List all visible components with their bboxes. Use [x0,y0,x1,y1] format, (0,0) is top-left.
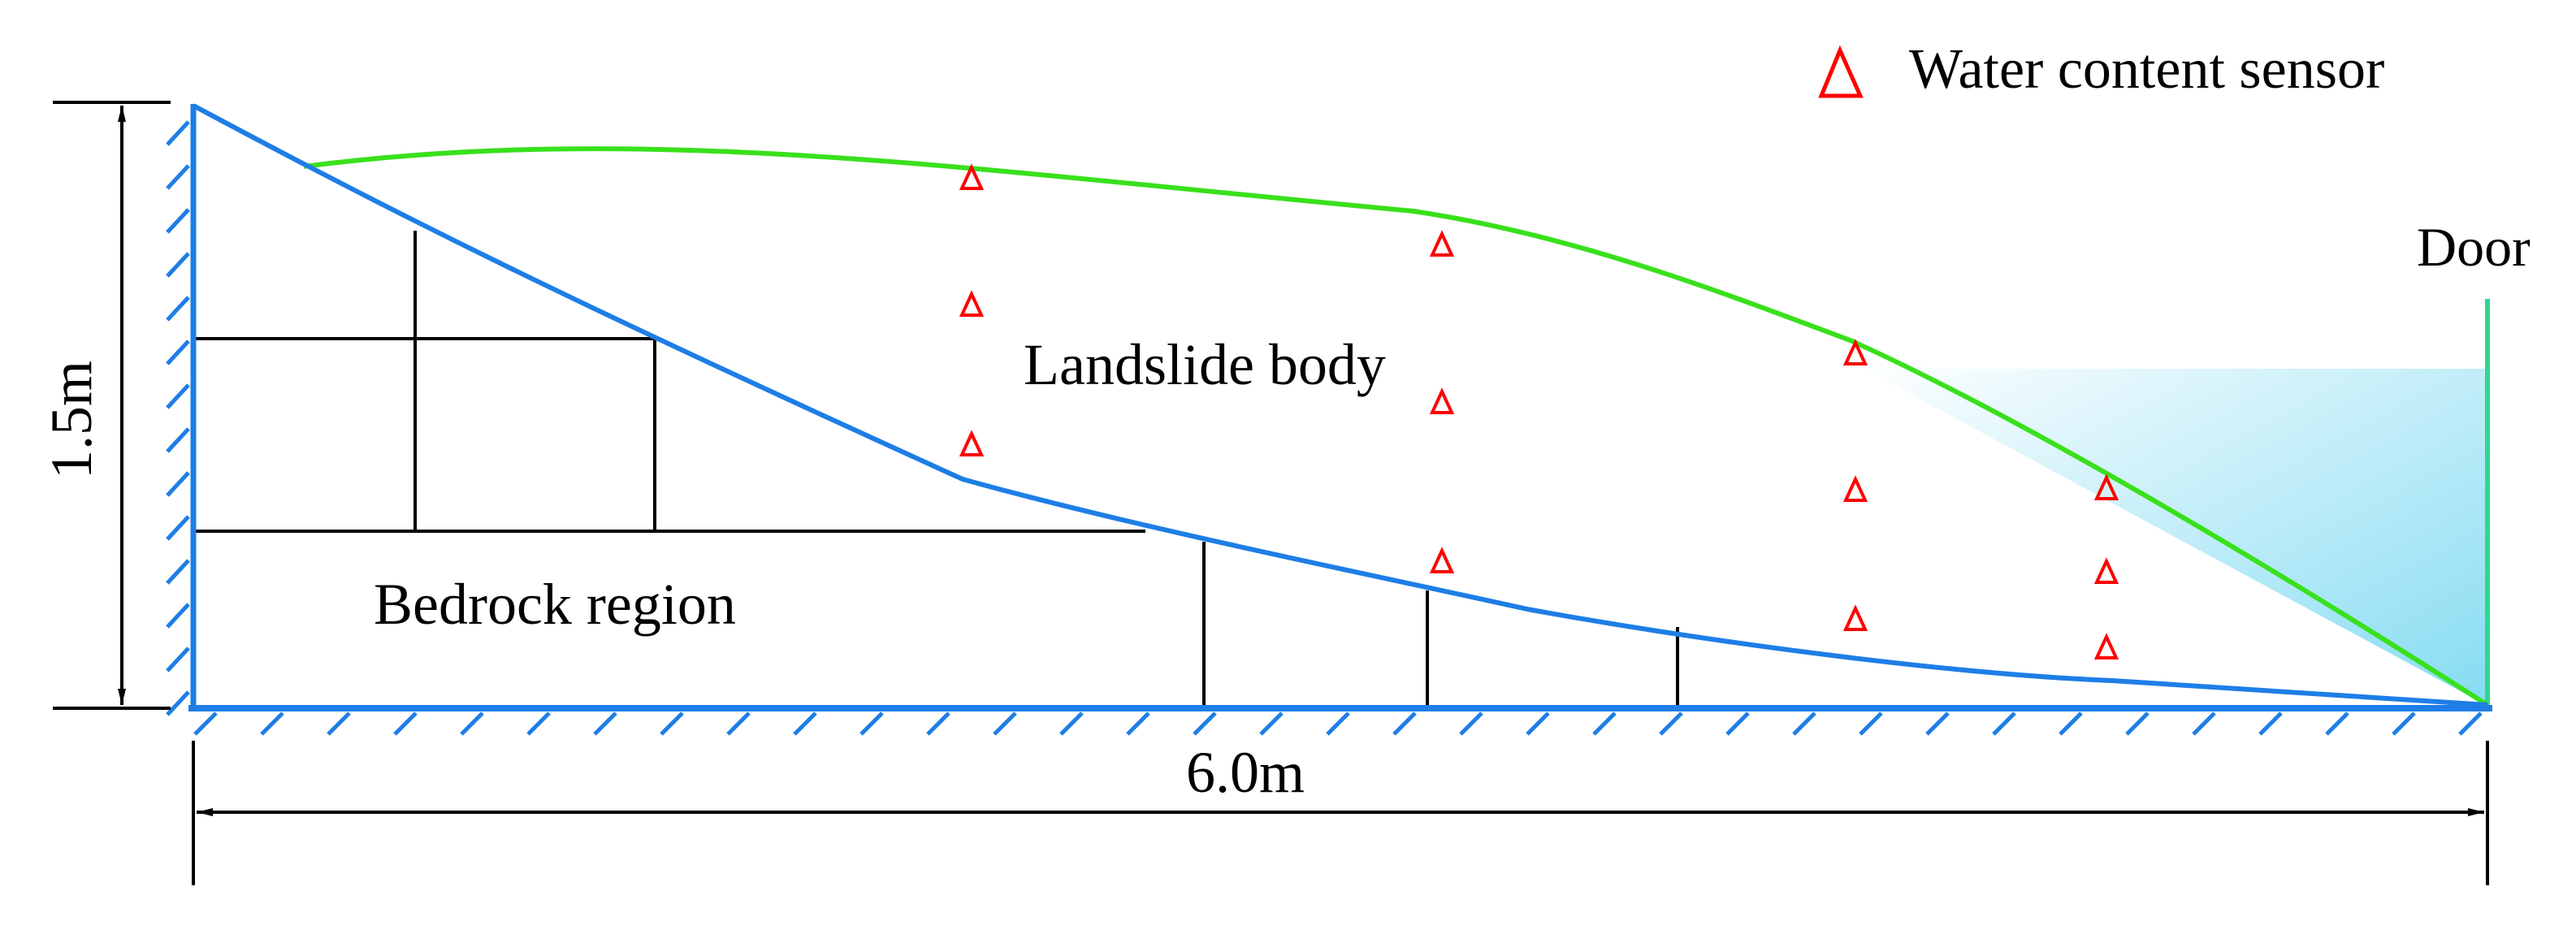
hatch-mark [166,427,190,453]
water-content-sensor [1842,604,1868,631]
hatch-mark [393,711,418,736]
hatch-mark [166,471,190,497]
hatch-mark [1193,711,1217,736]
legend: Water content sensor [1818,38,2384,101]
hatch-mark [1526,711,1550,736]
hatch-mark [726,711,751,736]
hatch-mark [166,559,190,585]
ground-surface-line [303,146,2489,707]
hatch-mark [166,646,190,672]
bedrock-interface-line [192,103,2488,707]
hatch-mark [1859,711,1883,736]
hatch-mark [166,296,190,322]
height-dimension [53,101,171,710]
water-content-sensor [959,290,985,317]
hatch-mark [327,711,351,736]
water-content-sensor [959,430,985,456]
hatch-mark [166,252,190,278]
water-content-sensor [1429,547,1455,573]
hatch-mark [859,711,884,736]
hatch-mark [193,711,218,736]
hatch-mark [2258,711,2283,736]
hatch-mark [1725,711,1750,736]
hatch-mark [1126,711,1150,736]
hatch-mark [1592,711,1617,736]
landslide-body-label: Landslide body [1024,332,1386,397]
bedrock-grid [193,231,1679,705]
hatch-mark [1059,711,1084,736]
hatch-mark [260,711,284,736]
hatch-mark [1992,711,2016,736]
hatch-mark [1792,711,1816,736]
hatch-mark [166,515,190,541]
hatch-mark [166,690,190,716]
hatch-mark [526,711,551,736]
hatch-mark [793,711,817,736]
floor-hatching [193,711,2483,736]
width-dimension-label: 6.0m [1186,740,1305,805]
left-wall-hatching [166,120,190,716]
hatch-mark [2125,711,2150,736]
hatch-mark [166,208,190,234]
hatch-mark [166,164,190,190]
sensor-group [959,163,2119,659]
hatch-mark [1259,711,1284,736]
legend-label: Water content sensor [1909,38,2384,101]
hatch-mark [1326,711,1350,736]
hatch-mark [460,711,484,736]
hatch-mark [1459,711,1483,736]
hatch-mark [1659,711,1683,736]
hatch-mark [1925,711,1950,736]
hatch-mark [993,711,1017,736]
bedrock-region-label: Bedrock region [374,572,736,637]
hatch-mark [166,120,190,146]
water-content-sensor [1842,339,1868,365]
water-body [1855,364,2486,705]
width-dimension [192,741,2489,885]
hatch-mark [2192,711,2216,736]
water-content-sensor [1842,475,1868,502]
hatch-mark [2325,711,2349,736]
door-label: Door [2417,216,2531,278]
hatch-mark [660,711,684,736]
water-content-sensor [959,163,985,190]
hatch-mark [2392,711,2416,736]
water-content-sensor [2093,474,2119,500]
water-content-sensor [1429,387,1455,414]
water-content-sensor [2093,633,2119,659]
hatch-mark [166,383,190,409]
hatch-mark [926,711,950,736]
hatch-mark [2458,711,2483,736]
hatch-mark [1392,711,1417,736]
water-content-sensor [1429,230,1455,257]
hatch-mark [593,711,617,736]
hatch-mark [166,603,190,629]
legend-sensor-icon [1818,45,1864,98]
hatch-mark [2059,711,2083,736]
water-content-sensor [2093,557,2119,584]
hatch-mark [166,339,190,365]
height-dimension-label: 1.5m [39,361,104,479]
